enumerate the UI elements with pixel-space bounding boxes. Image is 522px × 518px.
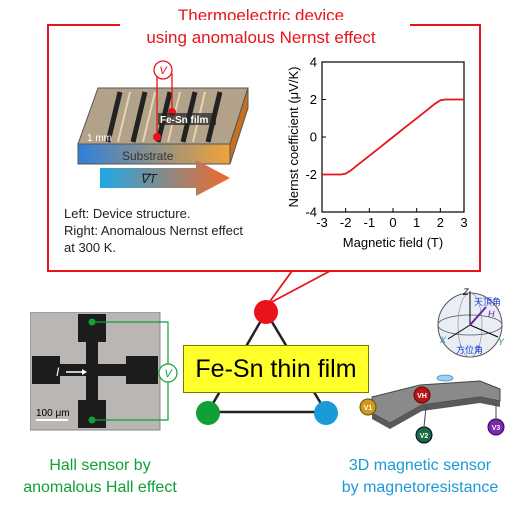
y-axis-label: Nernst coefficient (μV/K) xyxy=(286,67,301,208)
x-tick-label: 1 xyxy=(413,215,420,230)
blue-node xyxy=(314,401,338,425)
axis-z-label: Z xyxy=(462,287,469,297)
caption-line3: at 300 K. xyxy=(64,240,117,255)
x-tick-label: -3 xyxy=(316,215,328,230)
red-node xyxy=(254,300,278,324)
callout-gap xyxy=(120,20,410,30)
voltmeter-symbol: V xyxy=(159,65,168,77)
v2-label: V2 xyxy=(420,433,429,440)
axis-x-label: X xyxy=(439,335,447,345)
hall-sensor-image: V I 100 μm xyxy=(30,312,178,431)
film-label: Fe-Sn film xyxy=(160,115,208,126)
center-label: Fe-Sn thin film xyxy=(183,345,369,393)
gradient-label: ∇T xyxy=(140,171,158,186)
azimuth-label: 方位角 xyxy=(456,344,483,355)
y-tick-label: 4 xyxy=(310,55,317,70)
vh-label: VH xyxy=(417,393,427,400)
hall-caption-line1: Hall sensor by xyxy=(49,457,151,474)
v1-pad xyxy=(359,398,377,416)
device-caption: Left: Device structure. Right: Anomalous… xyxy=(64,205,284,256)
device-illustration: V Fe-Sn film 1 mm Substrate ∇T xyxy=(77,60,249,196)
substrate-label: Substrate xyxy=(122,149,174,163)
hall-voltmeter-icon xyxy=(158,363,178,383)
contact-dot-bottom xyxy=(153,133,161,141)
caption-line2: Right: Anomalous Nernst effect xyxy=(64,223,243,238)
scale-label: 1 mm xyxy=(87,133,112,144)
y-tick-label: 2 xyxy=(310,92,317,107)
current-label: I xyxy=(56,365,60,379)
x-tick-label: 3 xyxy=(460,215,467,230)
caption-line1: Left: Device structure. xyxy=(64,206,191,221)
v3-label: V3 xyxy=(492,425,501,432)
zenith-label: 天頂角 xyxy=(474,296,501,307)
green-node xyxy=(196,401,220,425)
vh-pad xyxy=(413,386,431,404)
x-tick-label: -1 xyxy=(364,215,376,230)
y-tick-label: -2 xyxy=(305,167,317,182)
nernst-series-line xyxy=(322,98,464,176)
voltmeter-icon xyxy=(153,60,173,80)
hall-voltmeter-symbol: V xyxy=(164,368,173,380)
title-line2: using anomalous Nernst effect xyxy=(146,28,376,47)
x-tick-label: 2 xyxy=(437,215,444,230)
y-tick-label: 0 xyxy=(310,130,317,145)
x-axis-label: Magnetic field (T) xyxy=(343,235,443,250)
sensor3d-caption-line2: by magnetoresistance xyxy=(341,479,499,496)
x-tick-label: -2 xyxy=(340,215,352,230)
y-tick-label: -4 xyxy=(305,205,317,220)
nernst-chart: 4 2 0 -2 -4 -3 -2 -1 0 1 2 3 Magnetic field (T) Ne… xyxy=(286,55,468,251)
v1-label: V1 xyxy=(364,405,373,412)
axis-y-label: Y xyxy=(498,337,505,347)
hall-scale-label: 100 μm xyxy=(36,408,70,419)
x-tick-label: 0 xyxy=(389,215,396,230)
gradient-arrow xyxy=(100,160,230,196)
field-label: H xyxy=(488,309,495,319)
sensor3d-caption-line1: 3D magnetic sensor xyxy=(348,457,492,474)
hall-caption-line2: anomalous Hall effect xyxy=(23,479,177,496)
sensor3d-image: Z X Y 天頂角 H 方位角 V1 VH V2 V3 xyxy=(359,287,505,444)
